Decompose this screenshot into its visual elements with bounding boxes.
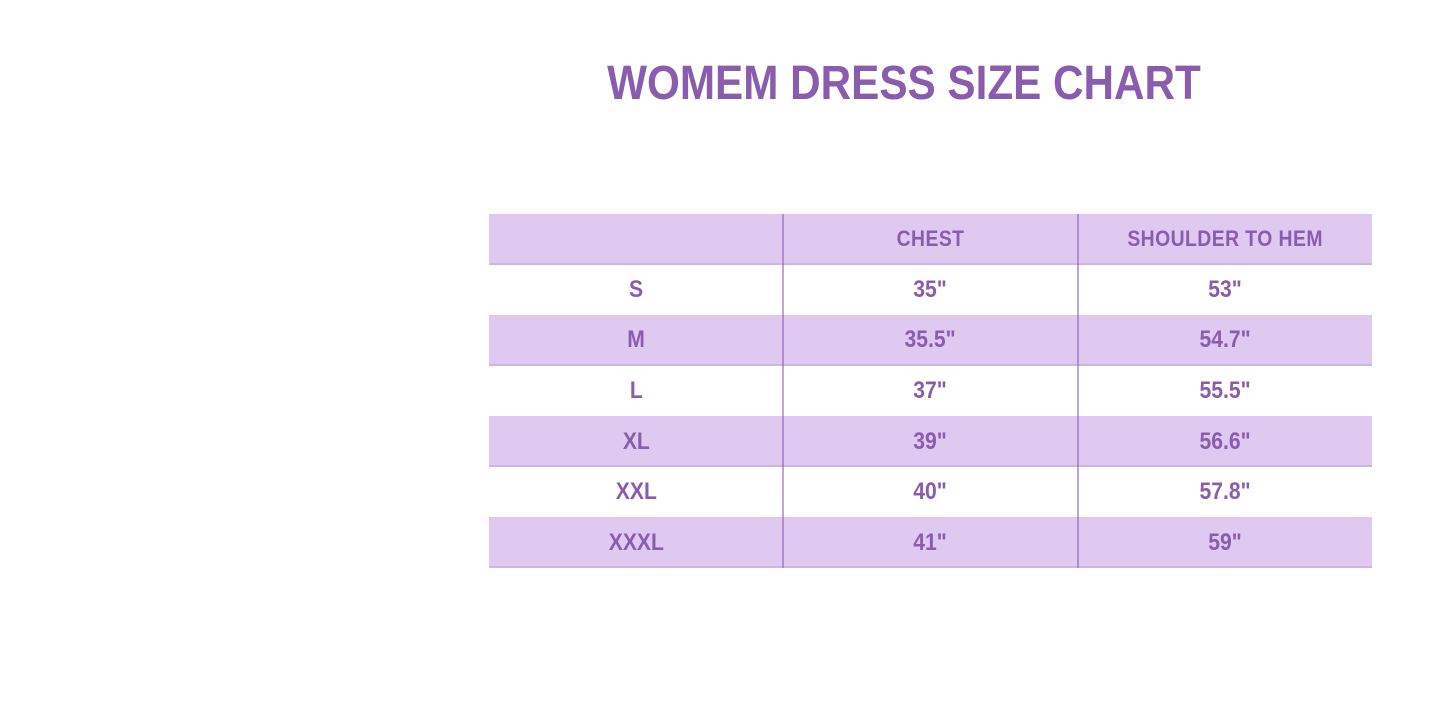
chest-cell: 37"	[783, 366, 1077, 417]
chest-value: 39"	[913, 427, 948, 455]
table-row: S 35" 53"	[489, 265, 1372, 316]
shoulder-to-hem-value: 55.5"	[1199, 377, 1251, 405]
size-value: XXL	[615, 478, 657, 506]
shoulder-to-hem-value: 59"	[1208, 528, 1242, 556]
size-cell: L	[489, 366, 783, 417]
shoulder-to-hem-value: 53"	[1208, 275, 1242, 303]
table-row: XXXL 41" 59"	[489, 517, 1372, 569]
chest-value: 35"	[913, 275, 948, 303]
table-header-row: CHEST SHOULDER TO HEM	[489, 214, 1372, 265]
size-cell: M	[489, 315, 783, 366]
size-table: CHEST SHOULDER TO HEM S 35" 53" M 35.5" …	[489, 214, 1372, 569]
shoulder-to-hem-cell: 56.6"	[1078, 416, 1372, 467]
size-cell: XXXL	[489, 517, 783, 568]
size-value: S	[629, 275, 644, 303]
size-cell: XXL	[489, 467, 783, 518]
table-row: XL 39" 56.6"	[489, 416, 1372, 467]
page-title: WOMEM DRESS SIZE CHART	[567, 57, 1242, 111]
chest-value: 35.5"	[904, 326, 957, 354]
header-size-cell	[489, 214, 783, 265]
header-shoulder-to-hem-label: SHOULDER TO HEM	[1127, 226, 1323, 252]
chest-cell: 40"	[783, 467, 1077, 518]
shoulder-to-hem-cell: 53"	[1078, 265, 1372, 316]
table-row: L 37" 55.5"	[489, 366, 1372, 417]
chest-cell: 35"	[783, 265, 1077, 316]
size-value: L	[629, 377, 643, 405]
shoulder-to-hem-cell: 55.5"	[1078, 366, 1372, 417]
chest-value: 41"	[913, 528, 948, 556]
shoulder-to-hem-value: 57.8"	[1199, 478, 1251, 506]
size-value: XL	[622, 427, 650, 455]
chest-value: 37"	[913, 377, 948, 405]
size-cell: S	[489, 265, 783, 316]
shoulder-to-hem-value: 56.6"	[1199, 427, 1251, 455]
shoulder-to-hem-cell: 54.7"	[1078, 315, 1372, 366]
table-row: M 35.5" 54.7"	[489, 315, 1372, 366]
size-cell: XL	[489, 416, 783, 467]
chest-cell: 35.5"	[783, 315, 1077, 366]
table-row: XXL 40" 57.8"	[489, 467, 1372, 518]
shoulder-to-hem-value: 54.7"	[1199, 326, 1251, 354]
size-value: M	[627, 326, 645, 354]
shoulder-to-hem-cell: 57.8"	[1078, 467, 1372, 518]
header-chest-label: CHEST	[896, 226, 965, 252]
chest-cell: 39"	[783, 416, 1077, 467]
size-value: XXXL	[608, 528, 664, 556]
chest-cell: 41"	[783, 517, 1077, 568]
page-title-text: WOMEM DRESS SIZE CHART	[607, 57, 1201, 110]
header-chest-cell: CHEST	[783, 214, 1077, 265]
chest-value: 40"	[913, 478, 948, 506]
header-shoulder-to-hem-cell: SHOULDER TO HEM	[1078, 214, 1372, 265]
shoulder-to-hem-cell: 59"	[1078, 517, 1372, 568]
